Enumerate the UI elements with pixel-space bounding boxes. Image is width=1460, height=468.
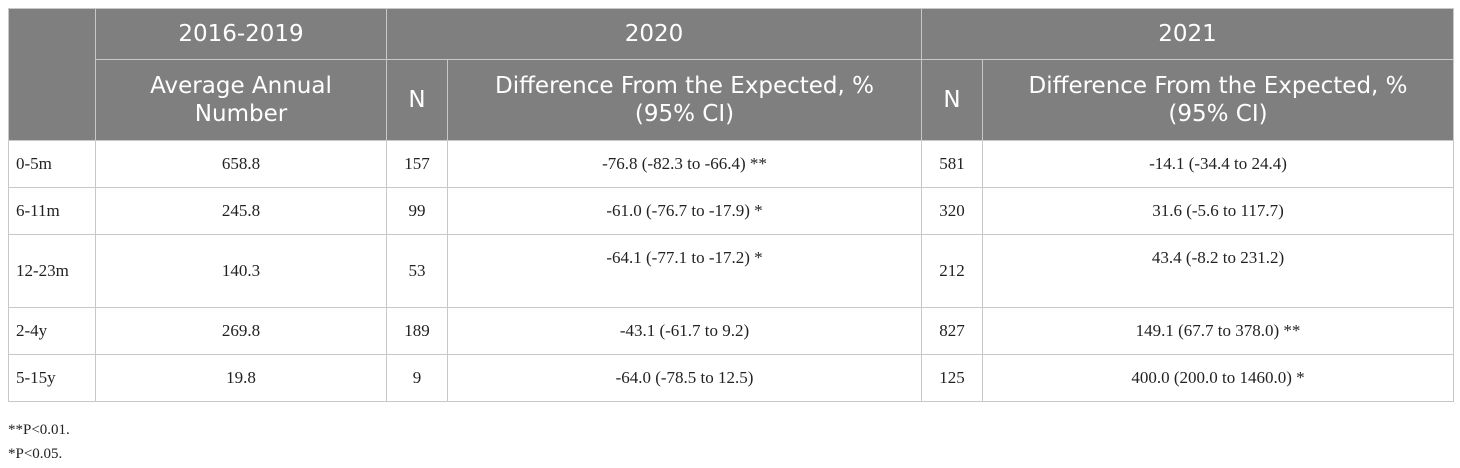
footnotes: **P<0.01. *P<0.05. (8, 418, 70, 466)
age-group-cell: 2-4y (8, 307, 96, 355)
n-2020-cell: 157 (386, 140, 448, 188)
table-row: 6-11m 245.8 99 -61.0 (-76.7 to -17.9) * … (8, 187, 1455, 235)
age-group-cell: 6-11m (8, 187, 96, 235)
table-row: 2-4y 269.8 189 -43.1 (-61.7 to 9.2) 827 … (8, 307, 1455, 355)
table-row: 0-5m 658.8 157 -76.8 (-82.3 to -66.4) **… (8, 140, 1455, 188)
n-2020-cell: 53 (386, 234, 448, 308)
n-2021-cell: 320 (921, 187, 984, 235)
header-corner-cell (8, 8, 96, 141)
difference-2021-cell: 31.6 (-5.6 to 117.7) (982, 187, 1455, 235)
n-2020-cell: 9 (386, 354, 448, 402)
header-average-annual-number: Average Annual Number (95, 59, 387, 141)
n-2021-cell: 827 (921, 307, 984, 355)
header-n-2021: N (921, 59, 984, 141)
header-ci-2020-label: (95% CI) (634, 101, 735, 127)
difference-2020-cell: -64.1 (-77.1 to -17.2) * (446, 234, 923, 308)
difference-2020-cell: -61.0 (-76.7 to -17.9) * (446, 187, 923, 235)
age-group-cell: 0-5m (8, 140, 96, 188)
average-annual-number-cell: 140.3 (95, 234, 387, 308)
difference-2020-cell: -64.0 (-78.5 to 12.5) (446, 354, 923, 402)
header-difference-2020: Difference From the Expected, % (95% CI) (446, 59, 923, 141)
average-annual-number-cell: 658.8 (95, 140, 387, 188)
header-difference-2021: Difference From the Expected, % (95% CI) (982, 59, 1455, 141)
table-row: 5-15y 19.8 9 -64.0 (-78.5 to 12.5) 125 4… (8, 354, 1455, 402)
footnote-p001: **P<0.01. (8, 422, 70, 438)
header-ci-2021-label: (95% CI) (1168, 101, 1268, 127)
average-annual-number-cell: 245.8 (95, 187, 387, 235)
difference-2021-cell: 149.1 (67.7 to 378.0) ** (982, 307, 1455, 355)
difference-2020-cell: -43.1 (-61.7 to 9.2) (446, 307, 923, 355)
header-period-2016-2019: 2016-2019 (95, 8, 387, 60)
footnote-p005: *P<0.05. (8, 446, 63, 462)
age-group-cell: 5-15y (8, 354, 96, 402)
table-row: 12-23m 140.3 53 -64.1 (-77.1 to -17.2) *… (8, 234, 1455, 308)
header-difference-2021-label: Difference From the Expected, % (1028, 73, 1408, 99)
header-row-periods: 2016-2019 2020 2021 (8, 8, 1455, 141)
header-row-columns: Average Annual Number N Difference From … (9, 59, 1455, 141)
n-2021-cell: 125 (921, 354, 984, 402)
header-period-2021: 2021 (921, 8, 1455, 60)
n-2021-cell: 581 (921, 140, 984, 188)
n-2020-cell: 99 (386, 187, 448, 235)
difference-2021-cell: -14.1 (-34.4 to 24.4) (982, 140, 1455, 188)
header-n-2020: N (386, 59, 448, 141)
n-2020-cell: 189 (386, 307, 448, 355)
difference-2021-cell: 400.0 (200.0 to 1460.0) * (982, 354, 1455, 402)
age-group-cell: 12-23m (8, 234, 96, 308)
average-annual-number-cell: 269.8 (95, 307, 387, 355)
difference-2020-cell: -76.8 (-82.3 to -66.4) ** (446, 140, 923, 188)
difference-2021-cell: 43.4 (-8.2 to 231.2) (982, 234, 1455, 308)
data-table: 2016-2019 2020 2021 Average Annual Numbe… (8, 8, 1455, 402)
header-difference-2020-label: Difference From the Expected, % (494, 73, 875, 99)
average-annual-number-cell: 19.8 (95, 354, 387, 402)
n-2021-cell: 212 (921, 234, 984, 308)
header-period-2020: 2020 (385, 8, 923, 60)
